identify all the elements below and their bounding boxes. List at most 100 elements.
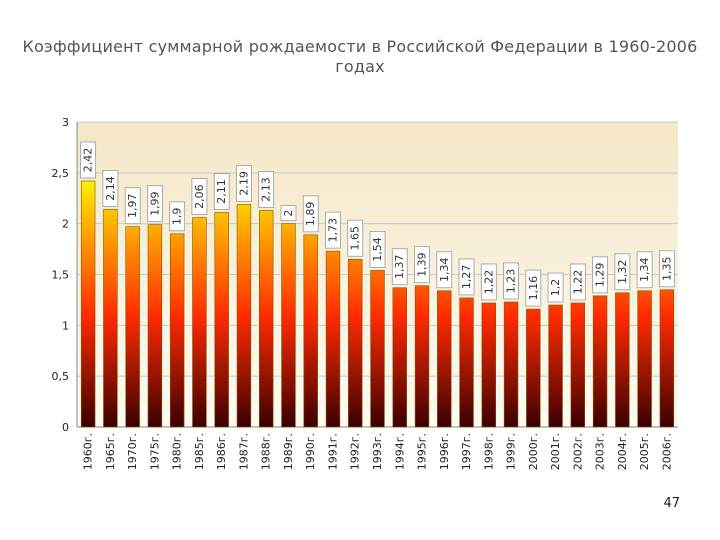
x-tick-label: 1994г. <box>393 433 406 470</box>
x-tick-label: 1985г. <box>193 433 206 470</box>
data-label-text: 1,35 <box>660 257 673 282</box>
data-label: 1,22 <box>480 263 497 301</box>
x-tick-label: 1993г. <box>371 433 384 470</box>
bar <box>281 223 296 428</box>
data-label-text: 2,19 <box>237 171 250 196</box>
bars <box>80 180 675 428</box>
x-tick-label: 1996г. <box>438 433 451 470</box>
data-label: 1,73 <box>325 211 341 249</box>
data-label: 2,42 <box>80 141 97 179</box>
data-label-box <box>258 171 275 208</box>
bar <box>192 217 207 428</box>
data-label: 1,89 <box>302 195 319 233</box>
data-label-box <box>191 178 208 215</box>
data-label-text: 1,27 <box>460 265 473 290</box>
data-label-box <box>347 219 364 257</box>
y-tick-label: 2,5 <box>52 167 70 180</box>
data-label-box <box>124 187 141 225</box>
y-tick-label: 0 <box>62 421 69 434</box>
bar <box>348 258 363 428</box>
data-label-box <box>614 253 631 291</box>
data-label-box <box>436 251 453 289</box>
bar <box>125 226 140 428</box>
data-label-box <box>525 269 542 307</box>
data-label-box <box>658 250 675 288</box>
x-tick-label: 2006г. <box>660 433 673 470</box>
bar <box>659 289 675 428</box>
bar <box>80 180 96 428</box>
x-tick-label: 1998г. <box>482 433 495 470</box>
data-label-text: 1,37 <box>393 254 406 279</box>
x-tick-label: 1988г. <box>260 433 273 470</box>
data-label: 1,22 <box>569 263 586 301</box>
x-tick-label: 1986г. <box>215 433 228 470</box>
data-label-box <box>480 263 497 301</box>
data-label: 2,11 <box>213 173 230 210</box>
y-tick-label: 0,5 <box>52 370 70 383</box>
data-label-box <box>213 173 230 210</box>
data-label: 1,54 <box>369 231 386 268</box>
chart-title: Коэффициент суммарной рождаемости в Росс… <box>22 37 698 76</box>
x-tick-label: 2004г. <box>616 433 629 470</box>
y-tick-label: 3 <box>62 116 69 129</box>
data-label-text: 1,65 <box>349 226 362 251</box>
data-label: 2 <box>280 205 297 222</box>
bar <box>370 270 385 428</box>
data-label: 1,23 <box>503 262 519 300</box>
data-label: 1,65 <box>347 219 364 257</box>
x-tick-label: 2005г. <box>638 433 651 470</box>
data-label-box <box>236 164 252 202</box>
x-tick-label: 1997г. <box>460 433 473 470</box>
x-tick-label: 1960г. <box>82 433 95 470</box>
x-tick-label: 2000г. <box>527 433 540 470</box>
data-label-box <box>102 170 119 207</box>
x-tick-label: 1990г. <box>304 433 317 470</box>
y-tick-label: 1 <box>62 319 69 332</box>
data-label-box <box>325 211 341 249</box>
data-label-text: 1,23 <box>505 269 518 294</box>
bar <box>325 250 341 428</box>
data-label: 1,16 <box>525 269 542 307</box>
data-label-box <box>503 262 519 300</box>
data-label: 1,35 <box>658 250 675 288</box>
data-label-box <box>414 246 430 284</box>
data-label-box <box>391 248 408 286</box>
data-label-text: 1,73 <box>326 218 339 243</box>
data-label: 1,37 <box>391 248 408 286</box>
data-label: 1,29 <box>592 256 608 294</box>
bar <box>459 297 474 428</box>
bar <box>437 290 452 428</box>
data-label-text: 1,89 <box>304 202 317 227</box>
data-label-box <box>592 256 608 294</box>
data-label-box <box>302 195 319 233</box>
bar <box>169 233 185 428</box>
x-tick-label: 1970г. <box>126 433 139 470</box>
bar <box>503 301 519 428</box>
data-label: 2,14 <box>102 170 119 207</box>
data-label-text: 1,39 <box>416 252 429 277</box>
bar <box>481 302 496 428</box>
data-label: 1,2 <box>547 272 564 303</box>
data-label-text: 1,22 <box>571 270 584 295</box>
data-label-text: 2,42 <box>82 148 95 173</box>
x-axis: 1960г. 1965г. 1970г. 1975г. 1980г. 1985г. 1986… <box>82 433 674 470</box>
x-tick-label: 1999г. <box>505 433 518 470</box>
data-label-text: 1,32 <box>616 260 629 285</box>
x-tick-label: 2001г. <box>549 433 562 470</box>
x-tick-label: 1992г. <box>349 433 362 470</box>
data-label-box <box>569 263 586 301</box>
data-label-text: 1,29 <box>594 263 607 288</box>
x-tick-label: 1975г. <box>148 433 161 470</box>
data-label-box <box>280 205 297 222</box>
bar <box>570 302 586 428</box>
data-label-text: 1,54 <box>371 237 384 262</box>
data-labels: 2,42 2,14 1,97 1,99 1,9 2,06 2,11 2,19 2,13 2 1,89… <box>80 141 675 307</box>
data-label: 2,13 <box>258 171 275 208</box>
data-label-text: 1,34 <box>638 258 651 283</box>
bar <box>592 295 608 428</box>
data-label-box <box>147 185 163 223</box>
data-label-box <box>169 201 186 232</box>
bar <box>392 287 407 428</box>
data-label: 1,34 <box>636 251 653 289</box>
